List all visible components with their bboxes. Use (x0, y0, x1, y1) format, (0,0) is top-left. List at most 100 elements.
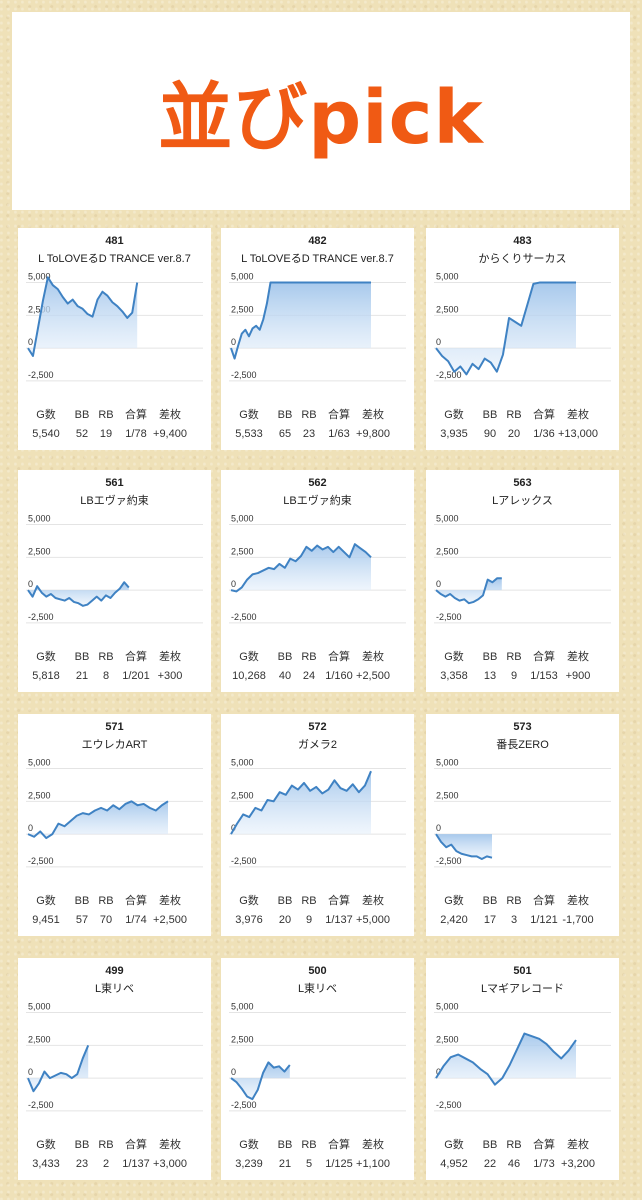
series-area (436, 834, 492, 860)
stat-value: 5,818 (32, 670, 60, 682)
y-tick-label: 2,500 (231, 304, 254, 314)
stat-value: 2,420 (440, 914, 468, 926)
chart-card-482: 482 L ToLOVEるD TRANCE ver.8.7 5,000 2,500 0 -… (221, 228, 414, 450)
series-line (435, 1032, 577, 1086)
y-tick-label: 5,000 (231, 758, 254, 768)
series-area (28, 582, 129, 606)
stat-label: 合算 (328, 893, 350, 907)
stat-label: 差枚 (567, 649, 589, 663)
y-tick-label: 2,500 (28, 790, 51, 800)
y-tick-label: -2,500 (436, 370, 462, 380)
stat-value: 9 (511, 670, 517, 682)
stat-label: RB (506, 651, 521, 663)
stat-label: RB (506, 895, 521, 907)
stat-label: G数 (36, 894, 56, 907)
chart-svg: 571 エウレカART 5,000 2,500 0 -2,500 G数 9,451 BB 57 RB… (26, 721, 203, 926)
stat-label: RB (301, 409, 316, 421)
machine-name: L東リベ (298, 982, 337, 995)
stat-value: 10,268 (232, 670, 266, 682)
stat-label: BB (483, 1139, 498, 1151)
stat-label: 差枚 (362, 649, 384, 663)
stat-value: 23 (303, 428, 315, 440)
stat-value: 9 (306, 914, 312, 926)
chart-card-501: 501 Lマギアレコード 5,000 2,500 0 -2,500 G数 4,952 BB 22 R… (426, 958, 619, 1180)
y-tick-label: 5,000 (231, 1002, 254, 1012)
machine-name: Lアレックス (492, 494, 553, 507)
machine-name: LBエヴァ約束 (80, 493, 148, 507)
stat-label: G数 (36, 1138, 56, 1151)
stat-value: +2,500 (356, 670, 390, 682)
stat-label: 差枚 (567, 893, 589, 907)
stat-value: 8 (103, 670, 109, 682)
series-line (27, 800, 169, 840)
stat-label: RB (98, 409, 113, 421)
stat-label: BB (483, 409, 498, 421)
machine-name: L東リベ (95, 982, 134, 995)
stat-value: 23 (76, 1158, 88, 1170)
machine-number: 482 (308, 235, 326, 247)
y-tick-label: 2,500 (436, 304, 459, 314)
series-line (230, 1061, 291, 1101)
stat-value: 24 (303, 670, 315, 682)
y-tick-label: 0 (436, 579, 441, 589)
stat-label: 差枚 (567, 1137, 589, 1151)
stat-label: 差枚 (159, 649, 181, 663)
y-tick-label: -2,500 (28, 1100, 54, 1110)
chart-card-572: 572 ガメラ2 5,000 2,500 0 -2,500 G数 3,976 BB 20 RB 9 合算… (221, 714, 414, 936)
stat-value: +900 (566, 670, 591, 682)
stat-label: 差枚 (362, 407, 384, 421)
chart-svg: 483 からくりサーカス 5,000 2,500 0 -2,500 G数 3,935 BB 90 R… (434, 235, 611, 440)
stat-label: G数 (239, 1138, 259, 1151)
stat-value: 1/153 (530, 670, 558, 682)
machine-number: 563 (513, 477, 531, 489)
stat-value: 40 (279, 670, 291, 682)
stat-value: +3,200 (561, 1158, 595, 1170)
chart-svg: 482 L ToLOVEるD TRANCE ver.8.7 5,000 2,500 0 -… (229, 235, 406, 440)
stat-value: 65 (279, 428, 291, 440)
machine-number: 501 (513, 965, 531, 977)
stat-label: RB (98, 1139, 113, 1151)
y-tick-label: 0 (231, 337, 236, 347)
y-tick-label: 0 (28, 579, 33, 589)
stat-value: 20 (508, 428, 520, 440)
y-tick-label: 2,500 (231, 546, 254, 556)
series-line (435, 281, 576, 376)
chart-card-483: 483 からくりサーカス 5,000 2,500 0 -2,500 G数 3,935 BB 90 R… (426, 228, 619, 450)
series-area (28, 801, 168, 839)
stat-value: 21 (279, 1158, 291, 1170)
chart-svg: 573 番長ZERO 5,000 2,500 0 -2,500 G数 2,420 BB 17 RB 3… (434, 721, 611, 926)
series-line (435, 577, 502, 605)
y-tick-label: 5,000 (28, 1002, 51, 1012)
stat-value: 1/160 (325, 670, 353, 682)
y-tick-label: -2,500 (28, 370, 54, 380)
stat-value: 1/73 (533, 1158, 554, 1170)
chart-card-571: 571 エウレカART 5,000 2,500 0 -2,500 G数 9,451 BB 57 RB… (18, 714, 211, 936)
stat-value: +3,000 (153, 1158, 187, 1170)
stat-label: RB (98, 895, 113, 907)
y-tick-label: 0 (436, 1067, 441, 1077)
stat-label: 差枚 (567, 407, 589, 421)
series-area (436, 578, 502, 604)
y-tick-label: 2,500 (28, 304, 51, 314)
machine-number: 562 (308, 477, 326, 489)
y-tick-label: 2,500 (231, 1034, 254, 1044)
stat-label: 合算 (328, 649, 350, 663)
series-line (230, 770, 372, 835)
stat-label: BB (483, 895, 498, 907)
stat-label: BB (278, 651, 293, 663)
stat-value: 1/121 (530, 914, 558, 926)
stat-value: 1/137 (122, 1158, 150, 1170)
chart-svg: 561 LBエヴァ約束 5,000 2,500 0 -2,500 G数 5,818 BB 21 RB… (26, 477, 203, 682)
chart-card-499: 499 L東リベ 5,000 2,500 0 -2,500 G数 3,433 BB 23 RB 2 合算… (18, 958, 211, 1180)
machine-name: エウレカART (82, 738, 148, 751)
machine-name: Lマギアレコード (481, 982, 564, 995)
stat-value: 3,935 (440, 428, 468, 440)
stat-label: BB (75, 1139, 90, 1151)
stat-value: 3,976 (235, 914, 263, 926)
stat-label: BB (75, 895, 90, 907)
header-banner: 並びpick (12, 12, 630, 210)
series-area (28, 1045, 89, 1092)
y-tick-label: 2,500 (436, 790, 459, 800)
y-tick-label: 5,000 (28, 758, 51, 768)
y-tick-label: 0 (28, 823, 33, 833)
